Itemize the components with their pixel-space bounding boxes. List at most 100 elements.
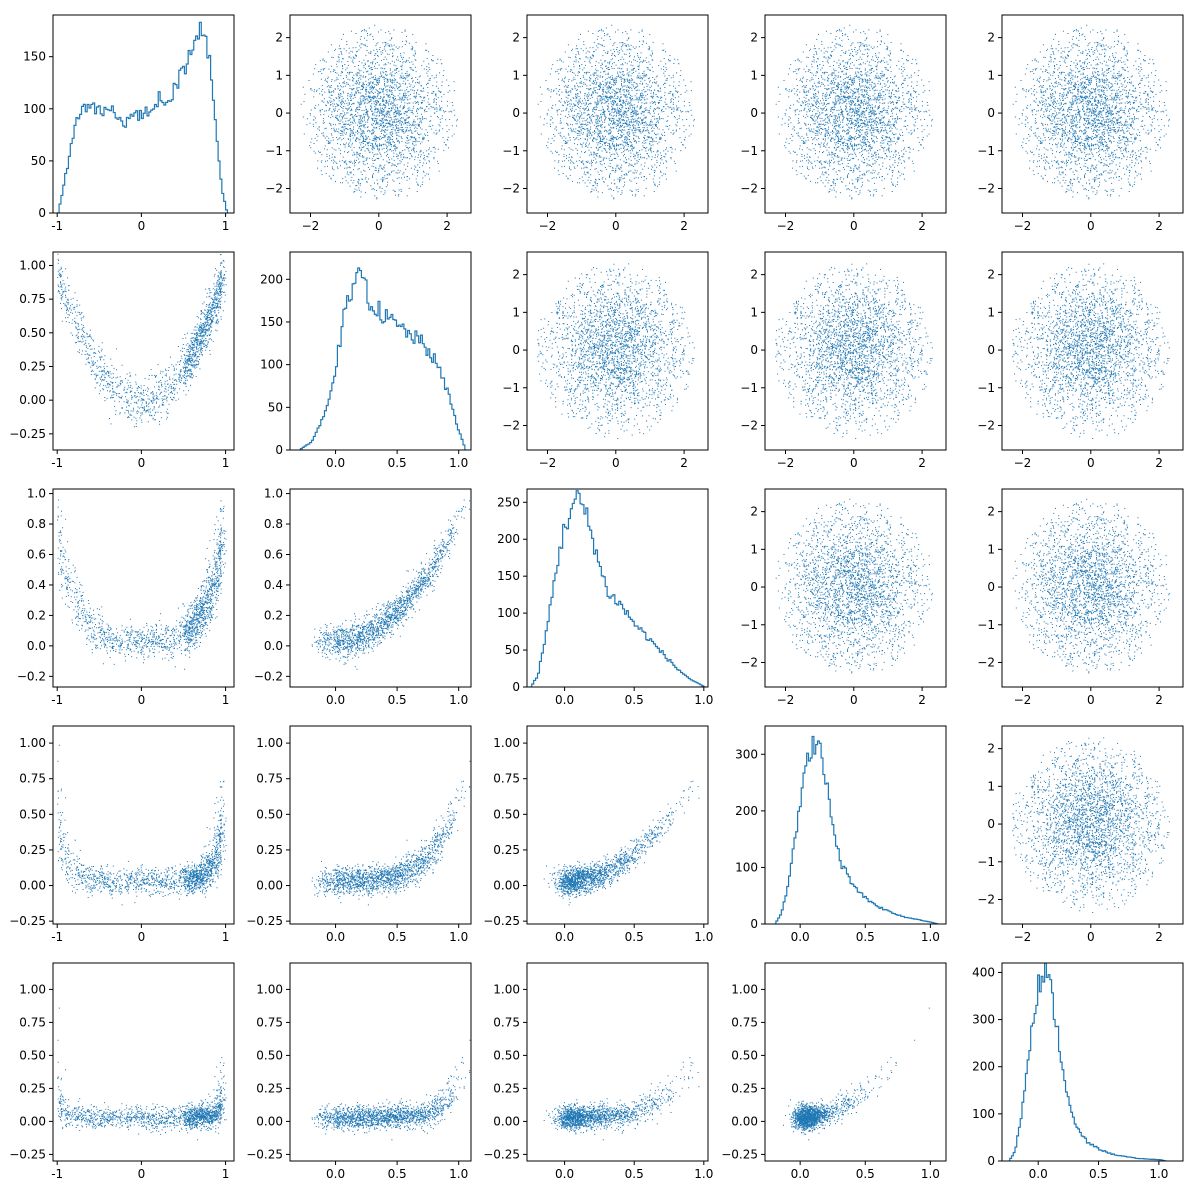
x-tick-label: −2 — [1014, 456, 1032, 470]
y-tick-label: 1 — [750, 542, 758, 556]
y-tick-label: 0.25 — [256, 843, 283, 857]
x-tick-label: 0.5 — [388, 693, 407, 707]
y-tick-label: 1 — [987, 779, 995, 793]
y-tick-label: −1 — [977, 855, 995, 869]
x-tick-label: −2 — [777, 219, 795, 233]
y-tick-label: −2 — [265, 181, 283, 195]
x-tick-label: 0.0 — [555, 693, 574, 707]
y-tick-label: 1.00 — [493, 736, 520, 750]
x-tick-label: −2 — [1014, 930, 1032, 944]
y-tick-label: 1.00 — [256, 736, 283, 750]
axes-frame — [1001, 251, 1184, 451]
y-tick-label: 0.0 — [27, 639, 46, 653]
y-tick-label: 0.25 — [493, 843, 520, 857]
y-tick-label: −1 — [977, 381, 995, 395]
y-tick-label: 0.25 — [19, 1081, 46, 1095]
axes-frame — [52, 14, 235, 214]
y-tick-label: 0.75 — [19, 772, 46, 786]
y-tick-label: 0.25 — [493, 1081, 520, 1095]
x-tick-label: 0.0 — [326, 1167, 345, 1181]
y-tick-label: 1 — [987, 305, 995, 319]
y-tick-label: −0.25 — [246, 914, 283, 928]
y-tick-label: 0.00 — [19, 393, 46, 407]
x-tick-label: 2 — [918, 219, 926, 233]
x-tick-label: 0.0 — [791, 1167, 810, 1181]
x-tick-label: 1.0 — [1149, 1167, 1168, 1181]
axes-frame — [289, 725, 472, 925]
y-tick-label: 0.4 — [27, 578, 46, 592]
panel-1-1: 0.0 0.5 1.0 0 50 100 150 200 — [260, 251, 472, 470]
x-tick-label: 0.0 — [326, 930, 345, 944]
noise-scatter-points — [300, 24, 458, 200]
axes-frame — [526, 14, 709, 214]
x-tick-label: 0.5 — [625, 930, 644, 944]
axes-frame — [52, 251, 235, 451]
x-tick-label: −2 — [1014, 219, 1032, 233]
panel-0-3: −2 0 2 −2 −1 0 1 2 — [740, 14, 947, 233]
panel-0-0: -1 0 1 0 50 100 150 — [23, 14, 235, 233]
panel-0-2: −2 0 2 −2 −1 0 1 2 — [502, 14, 709, 233]
x-tick-label: -1 — [51, 1167, 63, 1181]
y-tick-label: 1.00 — [256, 982, 283, 996]
y-tick-label: 0 — [750, 343, 758, 357]
y-tick-label: 1 — [987, 68, 995, 82]
axes-frame — [1001, 962, 1184, 1162]
x-tick-label: 0 — [850, 219, 858, 233]
y-tick-label: 150 — [497, 569, 520, 583]
y-tick-label: 200 — [735, 804, 758, 818]
x-tick-label: 1.0 — [694, 930, 713, 944]
y-tick-label: 1.00 — [19, 258, 46, 272]
x-tick-label: 0.0 — [791, 930, 810, 944]
panel-3-3: 0.0 0.5 1.0 0 100 200 300 — [735, 725, 947, 944]
y-tick-label: −0.25 — [9, 914, 46, 928]
x-tick-label: 2 — [1155, 693, 1163, 707]
y-tick-label: 0.50 — [731, 1048, 758, 1062]
x-tick-label: 0 — [1087, 219, 1095, 233]
y-tick-label: 100 — [735, 860, 758, 874]
y-tick-label: 2 — [987, 268, 995, 282]
x-tick-label: 1.0 — [694, 693, 713, 707]
y-tick-label: 1 — [512, 305, 520, 319]
y-tick-label: 50 — [505, 643, 520, 657]
x-tick-label: 1.0 — [694, 1167, 713, 1181]
x-tick-label: 0 — [612, 456, 620, 470]
y-tick-label: 0 — [275, 443, 283, 457]
panel-1-4: −2 0 2 −2 −1 0 1 2 — [977, 251, 1184, 470]
x-tick-label: 1.0 — [449, 693, 468, 707]
y-tick-label: 100 — [972, 1107, 995, 1121]
y-tick-label: 1.00 — [731, 982, 758, 996]
x-tick-label: 0.5 — [856, 930, 875, 944]
x-tick-label: 0.5 — [625, 1167, 644, 1181]
noise-scatter-points — [775, 24, 933, 200]
y-tick-label: −1 — [502, 144, 520, 158]
y-tick-label: 2 — [512, 31, 520, 45]
y-tick-label: 0.25 — [256, 1081, 283, 1095]
axes-frame — [764, 962, 947, 1162]
y-tick-label: 1 — [750, 305, 758, 319]
y-tick-label: −1 — [740, 381, 758, 395]
y-tick-label: 0 — [38, 206, 46, 220]
panel-4-3: 0.0 0.5 1.0 −0.25 0.00 0.25 0.50 0.75 1.00 — [721, 962, 947, 1181]
noise-scatter-points — [537, 263, 695, 439]
y-tick-label: 1.00 — [19, 982, 46, 996]
x-tick-label: 0.5 — [388, 930, 407, 944]
x-tick-label: 2 — [1155, 456, 1163, 470]
y-tick-label: 0.2 — [264, 608, 283, 622]
y-tick-label: 100 — [260, 358, 283, 372]
noise-scatter-points — [775, 263, 933, 439]
y-tick-label: 150 — [23, 50, 46, 64]
y-tick-label: −0.25 — [483, 914, 520, 928]
y-tick-label: 200 — [972, 1060, 995, 1074]
y-tick-label: 0.50 — [493, 1048, 520, 1062]
y-tick-label: 0.50 — [19, 1048, 46, 1062]
y-tick-label: 2 — [987, 742, 995, 756]
y-tick-label: 0 — [512, 680, 520, 694]
scatter-points — [311, 1039, 471, 1141]
x-tick-label: 1.0 — [449, 456, 468, 470]
x-tick-label: 0.5 — [1089, 1167, 1108, 1181]
y-tick-label: −0.2 — [17, 669, 46, 683]
scatter-points — [783, 1007, 930, 1141]
y-tick-label: 0.75 — [493, 772, 520, 786]
x-tick-label: 2 — [1155, 930, 1163, 944]
